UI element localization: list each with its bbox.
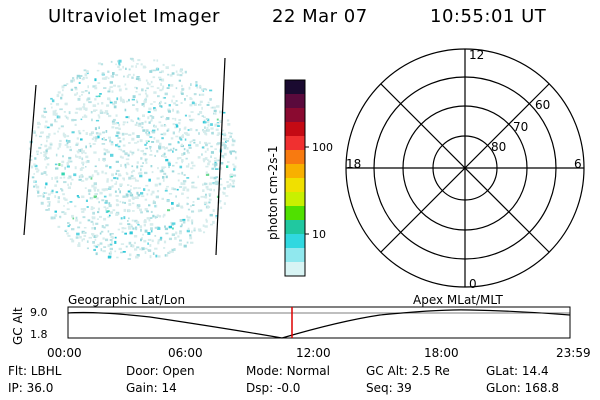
colorbar-stripe	[285, 94, 305, 109]
colorbar-stripe	[285, 262, 305, 277]
colorbar-stripe	[285, 122, 305, 137]
colorbar-stripe	[285, 80, 305, 95]
colorbar-stripe	[285, 220, 305, 235]
status-ip: IP: 36.0	[8, 380, 61, 397]
colorbar-tick-label-10: 10	[312, 228, 326, 241]
colorbar-scale	[285, 80, 305, 277]
colorbar-stripe	[285, 234, 305, 249]
mlt-label-6: 6	[574, 157, 582, 171]
timeline-svg: Geographic Lat/Lon Apex MLat/MLT GC Alt …	[11, 293, 591, 360]
status-glat-value: 14.4	[521, 364, 549, 378]
status-gcalt: GC Alt: 2.5 Re	[366, 363, 450, 380]
status-glon-label: GLon:	[486, 381, 521, 395]
y-tick-label-9: 9.0	[30, 306, 48, 319]
status-col-altitude: GC Alt: 2.5 Re Seq: 39	[366, 363, 450, 397]
colorbar-frame	[284, 79, 306, 277]
mlt-label-18: 18	[346, 157, 361, 171]
colorbar-stripe	[285, 192, 305, 207]
status-col-position: GLat: 14.4 GLon: 168.8	[486, 363, 559, 397]
status-seq-value: 39	[396, 381, 412, 395]
status-glat-label: GLat:	[486, 364, 519, 378]
header: Ultraviolet Imager 22 Mar 07 10:55:01 UT	[0, 6, 600, 30]
status-glat: GLat: 14.4	[486, 363, 559, 380]
orbit-timeline: Geographic Lat/Lon Apex MLat/MLT GC Alt …	[0, 293, 600, 363]
colorbar: 100 10 photon cm-2s-1	[255, 78, 335, 278]
status-flt-value: LBHL	[30, 364, 62, 378]
colorbar-stripe	[285, 206, 305, 221]
status-glon: GLon: 168.8	[486, 380, 559, 397]
uv-image-svg	[23, 57, 238, 260]
x-tick-label-0600: 06:00	[168, 346, 203, 360]
timeline-left-label: Geographic Lat/Lon	[68, 293, 185, 307]
lat-label-80: 80	[491, 140, 506, 154]
status-gain: Gain: 14	[126, 380, 195, 397]
status-gain-label: Gain:	[126, 381, 158, 395]
status-mode-value: Normal	[286, 364, 330, 378]
status-door-label: Door:	[126, 364, 159, 378]
colorbar-stripe	[285, 178, 305, 193]
colorbar-tick-label-100: 100	[312, 141, 333, 154]
status-col-filter: Flt: LBHL IP: 36.0	[8, 363, 61, 397]
x-tick-label-1200: 12:00	[296, 346, 331, 360]
mlt-label-0: 0	[469, 277, 477, 291]
status-dsp: Dsp: -0.0	[246, 380, 330, 397]
uv-image-view	[20, 50, 250, 265]
frame-edge-left	[23, 84, 37, 236]
colorbar-stripe	[285, 108, 305, 123]
status-seq-label: Seq:	[366, 381, 393, 395]
emission-speckle	[28, 57, 238, 260]
status-mode-label: Mode:	[246, 364, 283, 378]
mlt-label-12: 12	[469, 48, 484, 62]
status-glon-value: 168.8	[524, 381, 559, 395]
status-door-value: Open	[162, 364, 195, 378]
timeline-frame	[67, 306, 571, 339]
colorbar-stripe	[285, 248, 305, 263]
status-ip-label: IP:	[8, 381, 23, 395]
status-seq: Seq: 39	[366, 380, 450, 397]
timeline-axis-label: GC Alt	[11, 307, 25, 345]
y-tick-label-1.8: 1.8	[30, 328, 48, 341]
lat-label-60: 60	[535, 98, 550, 112]
lat-label-70: 70	[513, 120, 528, 134]
status-ip-value: 36.0	[26, 381, 54, 395]
status-flt-label: Flt:	[8, 364, 27, 378]
observation-time: 10:55:01 UT	[430, 6, 547, 27]
status-gcalt-label: GC Alt:	[366, 364, 408, 378]
status-gain-value: 14	[161, 381, 177, 395]
colorbar-stripe	[285, 164, 305, 179]
colorbar-stripe	[285, 150, 305, 165]
status-dsp-label: Dsp:	[246, 381, 274, 395]
colorbar-svg: 100 10 photon cm-2s-1	[266, 79, 333, 277]
status-door: Door: Open	[126, 363, 195, 380]
altitude-curve	[67, 309, 571, 339]
status-dsp-value: -0.0	[276, 381, 301, 395]
status-mode: Mode: Normal	[246, 363, 330, 380]
status-col-door: Door: Open Gain: 14	[126, 363, 195, 397]
observation-date: 22 Mar 07	[272, 6, 368, 27]
x-tick-label-2359: 23:59	[556, 346, 591, 360]
status-gcalt-value: 2.5 Re	[411, 364, 450, 378]
polar-mlt-grid: 12 18 6 0 60 70 80	[343, 46, 588, 291]
status-flt: Flt: LBHL	[8, 363, 61, 380]
colorbar-axis-label: photon cm-2s-1	[266, 146, 280, 241]
polar-grid-svg: 12 18 6 0 60 70 80	[345, 48, 585, 291]
x-tick-label-1800: 18:00	[424, 346, 459, 360]
diagonal-2	[380, 83, 550, 253]
x-tick-label-0000: 00:00	[47, 346, 82, 360]
timeline-right-label: Apex MLat/MLT	[413, 293, 503, 307]
instrument-title: Ultraviolet Imager	[48, 6, 220, 27]
frame-edge-right	[215, 57, 226, 256]
colorbar-stripe	[285, 136, 305, 151]
status-col-mode: Mode: Normal Dsp: -0.0	[246, 363, 330, 397]
